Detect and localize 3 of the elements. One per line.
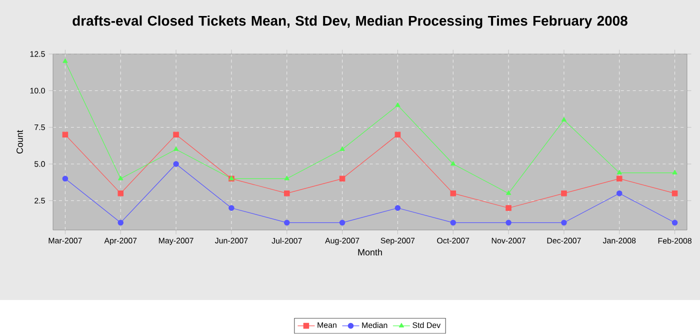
x-axis-title: Month — [358, 249, 382, 256]
y-axis-title: Count — [16, 130, 23, 154]
chart-title: drafts-eval Closed Tickets Mean, Std Dev, Median Processing Times February 2008 — [72, 16, 628, 29]
